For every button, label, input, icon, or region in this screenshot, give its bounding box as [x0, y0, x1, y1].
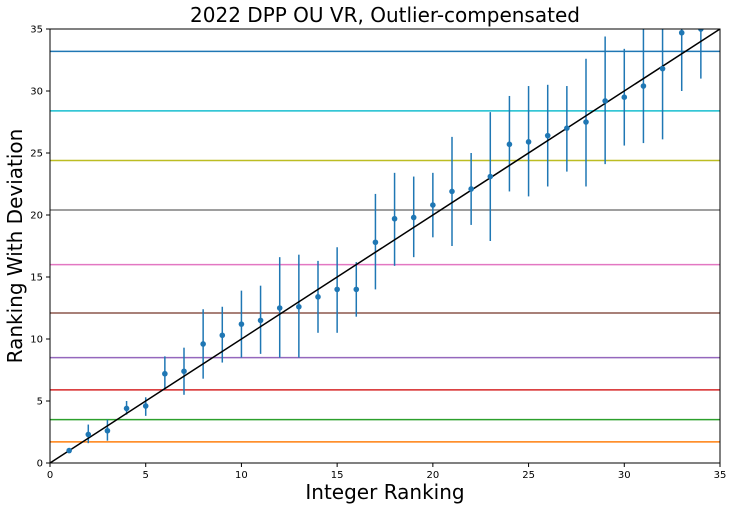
x-tick-label: 10 [235, 470, 248, 481]
data-point-8 [200, 341, 206, 347]
x-tick-label: 5 [143, 470, 149, 481]
x-tick-label: 35 [714, 470, 727, 481]
data-point-22 [468, 186, 474, 192]
data-point-7 [181, 368, 187, 375]
plot-frame [49, 28, 721, 464]
data-point-24 [506, 141, 513, 148]
y-tick-label: 0 [37, 459, 43, 470]
x-tick-label: 0 [47, 470, 53, 481]
data-point-31 [640, 83, 647, 89]
data-point-13 [296, 303, 302, 310]
data-point-27 [564, 125, 570, 131]
data-point-32 [659, 65, 666, 72]
data-point-10 [238, 321, 245, 327]
data-point-5 [142, 403, 149, 409]
data-point-15 [334, 286, 340, 293]
axis-ticks: 0 5 10 15 20 25 30 35 0 5 10 15 20 25 30 35 [30, 25, 726, 482]
data-point-30 [621, 94, 628, 100]
data-point-1 [66, 447, 72, 454]
plot-area [50, 29, 720, 463]
data-point-25 [525, 139, 532, 145]
data-point-4 [123, 405, 130, 412]
x-tick-label: 20 [426, 470, 439, 481]
data-point-23 [487, 173, 494, 180]
data-point-19 [410, 214, 417, 221]
data-point-20 [430, 202, 436, 208]
data-point-33 [678, 29, 685, 36]
data-point-2 [85, 431, 92, 438]
data-point-29 [602, 98, 608, 104]
data-point-28 [583, 119, 589, 125]
x-tick-label: 30 [618, 470, 631, 481]
y-tick-label: 5 [37, 397, 43, 408]
data-point-21 [449, 188, 455, 195]
y-tick-label: 35 [30, 25, 43, 36]
data-point-9 [219, 332, 226, 339]
y-tick-label: 30 [30, 87, 43, 98]
data-point-3 [104, 427, 111, 434]
data-point-34 [698, 29, 704, 32]
diagonal-line [50, 29, 720, 463]
x-tick-label: 25 [522, 470, 535, 481]
data-point-12 [276, 305, 283, 311]
data-point-16 [353, 286, 360, 293]
x-tick-label: 15 [331, 470, 344, 481]
data-point-11 [257, 317, 264, 324]
y-tick-label: 15 [30, 273, 43, 284]
data-point-14 [315, 294, 321, 300]
x-axis-label: Integer Ranking [305, 480, 464, 504]
data-point-6 [162, 370, 168, 377]
data-point-17 [372, 239, 379, 246]
y-tick-label: 10 [30, 335, 43, 346]
data-point-18 [391, 215, 398, 222]
data-point-26 [544, 132, 551, 139]
y-tick-label: 25 [30, 149, 43, 160]
y-axis-label: Ranking With Deviation [3, 129, 27, 364]
chart-title: 2022 DPP OU VR, Outlier-compensated [190, 3, 580, 27]
y-tick-label: 20 [30, 211, 43, 222]
